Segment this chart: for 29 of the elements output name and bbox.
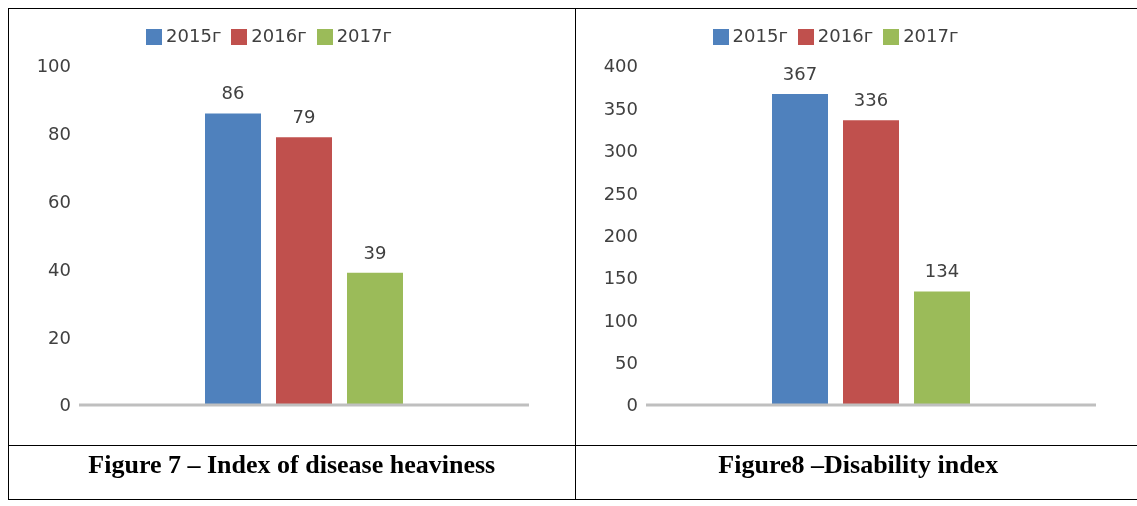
y-tick-label: 250 bbox=[603, 182, 638, 204]
legend-label: 2015г bbox=[732, 25, 788, 46]
y-tick-label: 100 bbox=[36, 55, 71, 77]
data-label: 134 bbox=[924, 260, 959, 282]
data-label: 39 bbox=[363, 241, 387, 263]
y-tick-label: 0 bbox=[626, 394, 638, 416]
y-tick-label: 150 bbox=[603, 267, 638, 289]
data-label: 336 bbox=[853, 89, 888, 111]
legend-label: 2017г bbox=[336, 25, 392, 46]
y-tick-label: 60 bbox=[48, 190, 71, 212]
legend-label: 2016г bbox=[817, 25, 874, 46]
y-tick-label: 350 bbox=[603, 97, 638, 119]
y-tick-label: 20 bbox=[48, 326, 71, 348]
legend-label: 2015г bbox=[166, 25, 222, 46]
y-tick-label: 50 bbox=[614, 352, 638, 374]
data-label: 86 bbox=[221, 82, 245, 104]
legend-label: 2017г bbox=[903, 25, 959, 46]
data-label: 367 bbox=[782, 62, 817, 84]
text: Figure8 –Disability index bbox=[717, 449, 1000, 480]
y-tick-label: 0 bbox=[59, 394, 71, 416]
y-tick-label: 400 bbox=[603, 55, 638, 77]
text: Figure 7 – Index of disease heaviness bbox=[87, 449, 497, 480]
y-tick-label: 300 bbox=[603, 140, 638, 162]
legend-label: 2016г bbox=[251, 25, 307, 46]
y-tick-label: 80 bbox=[48, 123, 71, 145]
y-tick-label: 40 bbox=[48, 258, 71, 280]
y-tick-label: 200 bbox=[603, 224, 638, 246]
data-label: 79 bbox=[292, 106, 316, 128]
y-tick-label: 100 bbox=[603, 309, 638, 331]
